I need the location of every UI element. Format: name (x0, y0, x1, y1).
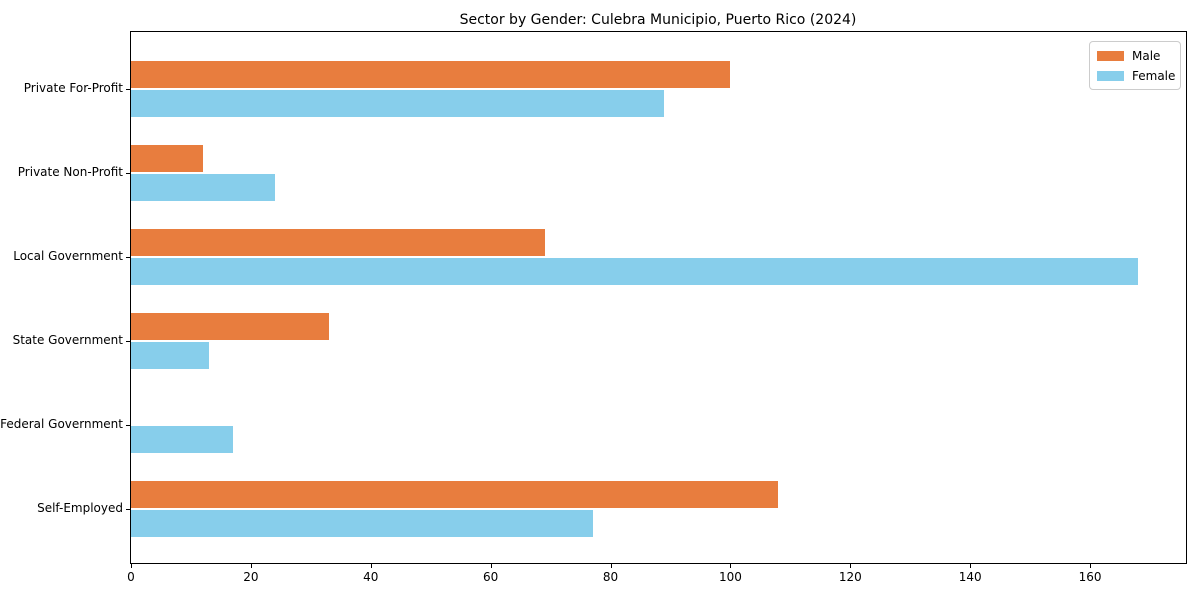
bar-female-5 (131, 510, 593, 537)
x-tick-mark (610, 564, 612, 568)
x-tick-label: 80 (602, 570, 619, 584)
x-tick-label: 20 (243, 570, 259, 584)
x-tick-mark (370, 564, 372, 568)
bar-male-0 (131, 61, 731, 88)
bar-female-0 (131, 90, 665, 117)
y-tick-mark (126, 89, 130, 90)
y-tick-label: Private For-Profit (23, 81, 123, 95)
legend-item-female: Female (1097, 67, 1176, 84)
bar-female-1 (131, 174, 275, 201)
x-tick-label: 140 (958, 570, 982, 584)
x-tick-label: 160 (1078, 570, 1102, 584)
legend-item-male: Male (1097, 47, 1173, 64)
x-tick-mark (131, 564, 132, 568)
y-tick-mark (126, 341, 130, 342)
x-tick-mark (850, 564, 852, 568)
x-tick-label: 60 (483, 570, 499, 584)
legend: Male Female (1089, 41, 1181, 90)
y-tick-label: Federal Government (0, 417, 123, 431)
x-tick-mark (490, 564, 492, 568)
chart-title: Sector by Gender: Culebra Municipio, Pue… (459, 12, 857, 28)
y-tick-mark (126, 173, 130, 174)
legend-swatch-male (1097, 50, 1124, 61)
x-tick-mark (250, 564, 252, 568)
x-tick-label: 40 (363, 570, 379, 584)
x-tick-mark (1090, 564, 1092, 568)
bar-male-1 (131, 145, 203, 172)
x-tick-mark (730, 564, 732, 568)
bar-female-4 (131, 426, 233, 453)
bar-male-2 (131, 229, 545, 256)
y-tick-mark (126, 425, 130, 426)
y-tick-label: Private Non-Profit (17, 165, 123, 179)
bar-male-3 (131, 313, 329, 340)
legend-swatch-female (1097, 70, 1124, 81)
y-tick-label: Self-Employed (37, 501, 123, 515)
bar-female-2 (131, 258, 1139, 285)
x-tick-label: 100 (718, 570, 742, 584)
legend-label: Female (1132, 68, 1176, 83)
x-tick-label: 0 (127, 570, 135, 584)
y-tick-mark (126, 509, 130, 510)
y-tick-label: Local Government (13, 249, 123, 263)
legend-label: Male (1132, 48, 1161, 63)
plot-area (130, 31, 1187, 564)
bar-female-3 (131, 342, 209, 369)
x-tick-mark (970, 564, 972, 568)
x-tick-label: 120 (838, 570, 862, 584)
y-tick-mark (126, 257, 130, 258)
y-tick-label: State Government (12, 333, 123, 347)
bar-male-5 (131, 481, 779, 508)
